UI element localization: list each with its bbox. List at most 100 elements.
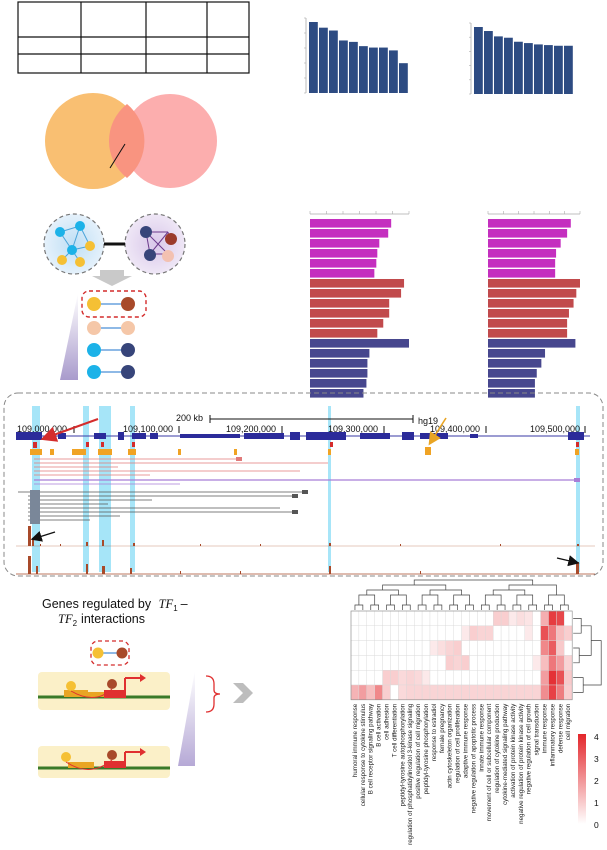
bar <box>488 299 574 308</box>
heatmap-cell <box>350 640 360 656</box>
go-term-label: signal transduction <box>534 703 541 755</box>
heatmap-cell <box>493 670 502 686</box>
heatmap-cell <box>414 610 423 627</box>
bar <box>309 22 318 93</box>
go-term-label: regulation of cytokine production <box>494 703 501 793</box>
heatmap-cell <box>414 655 423 671</box>
bar <box>488 279 580 288</box>
right-chevron-arrow <box>233 683 253 703</box>
heatmap-cell <box>398 684 407 701</box>
bar <box>564 45 573 94</box>
heatmap-cell <box>429 610 439 627</box>
bar <box>349 41 358 93</box>
locus-card-2 <box>38 746 170 778</box>
highlight-columns <box>32 406 580 572</box>
heatmap-cell <box>469 640 478 656</box>
heatmap-cell <box>453 640 462 656</box>
heatmap-cell <box>556 610 565 627</box>
heatmap-cell <box>437 610 446 627</box>
heatmap-cell <box>461 610 470 627</box>
heatmap-cell <box>532 670 541 686</box>
bar <box>488 389 535 398</box>
heatmap-cell <box>358 610 367 627</box>
heatmap-cell <box>500 625 510 641</box>
venn-overlap <box>108 104 145 178</box>
go-term-label: peptidyl-tyrosine phosphorylation <box>423 703 430 794</box>
bar <box>329 30 338 93</box>
bar <box>494 36 503 94</box>
bar <box>310 259 377 268</box>
go-term-label: adaptive immune response <box>463 703 470 778</box>
heatmap-cell <box>508 640 518 656</box>
heatmap-cell <box>493 684 502 701</box>
heatmap-cell <box>445 640 454 656</box>
heatmap-cell <box>493 625 502 641</box>
heatmap-cell <box>556 640 565 656</box>
heatmap-cell <box>548 640 557 656</box>
heatmap-cell <box>398 670 407 686</box>
black-arrow-left <box>30 530 56 542</box>
tf1-label: TF <box>159 597 174 611</box>
heatmap-cell <box>406 655 415 671</box>
heatmap-cell <box>437 655 446 671</box>
heatmap-cell <box>382 684 391 701</box>
heatmap-cell <box>532 655 541 671</box>
heatmap-cell <box>524 670 533 686</box>
go-term-label: T cell differentiation <box>391 703 398 757</box>
bar <box>310 249 378 258</box>
go-term-label: innate immune response <box>478 703 485 771</box>
bar <box>514 41 523 94</box>
heatmap-cell <box>516 670 526 686</box>
locus-card-1 <box>38 672 170 710</box>
bar <box>399 63 408 93</box>
scale-bar-label: 200 kb <box>176 413 203 423</box>
heatmap-cell <box>350 684 360 701</box>
heatmap-cell <box>477 640 486 656</box>
orange-arrow <box>428 417 447 446</box>
heatmap-cell <box>485 625 494 641</box>
bar <box>524 43 533 94</box>
legend-tick: 1 <box>594 798 599 808</box>
bar <box>484 31 493 94</box>
heatmap-cell <box>421 625 431 641</box>
legend-bar <box>578 734 586 824</box>
bar <box>310 229 389 238</box>
go-term-label: cell adhesion <box>384 703 391 740</box>
heatmap-cell <box>461 640 470 656</box>
bar <box>488 339 576 348</box>
heatmap-cell <box>366 670 375 686</box>
heatmap-cell <box>366 640 375 656</box>
heatmap-cell <box>469 610 478 627</box>
genes-title-line1: Genes regulated by <box>42 597 152 611</box>
heatmap-cell <box>350 655 360 671</box>
heatmap-cell <box>390 610 399 627</box>
heatmap-cell <box>469 625 478 641</box>
heatmap-cell <box>414 670 423 686</box>
heatmap-cell <box>540 625 549 641</box>
heatmap-cell <box>406 625 415 641</box>
bar <box>359 46 368 93</box>
heatmap-cell <box>477 610 486 627</box>
bar-chart-top-left <box>304 17 408 94</box>
heatmap-cell <box>390 670 399 686</box>
bar <box>488 289 577 298</box>
bar <box>379 47 388 93</box>
heatmap-cell <box>390 640 399 656</box>
tf1-subscript: 1 <box>173 604 178 613</box>
go-term-label: female pregnancy <box>439 703 446 753</box>
top-pair-highlight <box>81 290 147 318</box>
heatmap-cell <box>500 640 510 656</box>
heatmap-cell <box>540 684 549 701</box>
bar <box>310 269 375 278</box>
heatmap-cell <box>429 625 439 641</box>
empty-table <box>17 1 250 74</box>
heatmap-cell <box>500 610 510 627</box>
heatmap-cell <box>532 625 541 641</box>
bar <box>488 239 561 248</box>
heatmap-cell <box>461 684 470 701</box>
bar <box>310 309 390 318</box>
bar <box>310 349 370 358</box>
go-term-label: cytokine-mediated signaling pathway <box>502 703 509 805</box>
go-term-label: B cell activation <box>376 703 383 747</box>
heatmap-cell <box>508 610 518 627</box>
